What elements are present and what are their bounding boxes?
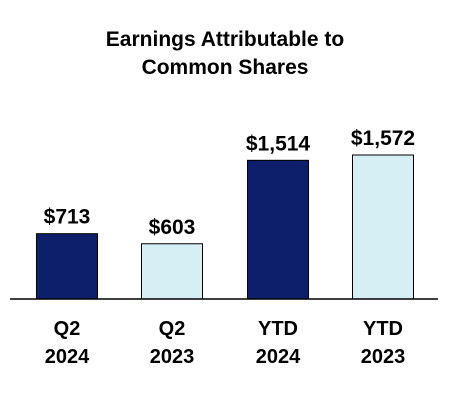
category-label-1-line-2: 2024 [45, 346, 90, 368]
category-label-1-line-1: Q2 [54, 318, 81, 340]
bar-value-label-4: $1,572 [351, 127, 415, 150]
chart-title-line-2: Common Shares [141, 56, 309, 79]
bar-2 [141, 243, 203, 300]
chart-title-line-1: Earnings Attributable to [105, 28, 345, 51]
value-labels-layer: $713 $603 $1,514 $1,572 [44, 127, 415, 239]
bar-1 [36, 233, 98, 300]
bar-value-label-2: $603 [149, 216, 196, 239]
category-label-4-line-1: YTD [363, 318, 403, 340]
category-label-4-line-2: 2023 [361, 346, 406, 368]
category-label-3-line-2: 2024 [256, 346, 301, 368]
bar-value-label-1: $713 [44, 206, 91, 229]
chart-title: Earnings Attributable to Common Shares [0, 26, 450, 82]
bar-4 [352, 154, 414, 300]
category-label-2-line-2: 2023 [150, 346, 195, 368]
bars-layer [36, 154, 414, 300]
category-label-3-line-1: YTD [258, 318, 298, 340]
category-label-2-line-1: Q2 [159, 318, 186, 340]
bar-value-label-3: $1,514 [246, 132, 311, 155]
category-labels-layer: Q2 2024 Q2 2023 YTD 2024 YTD 2023 [45, 318, 406, 368]
bar-3 [247, 159, 309, 300]
